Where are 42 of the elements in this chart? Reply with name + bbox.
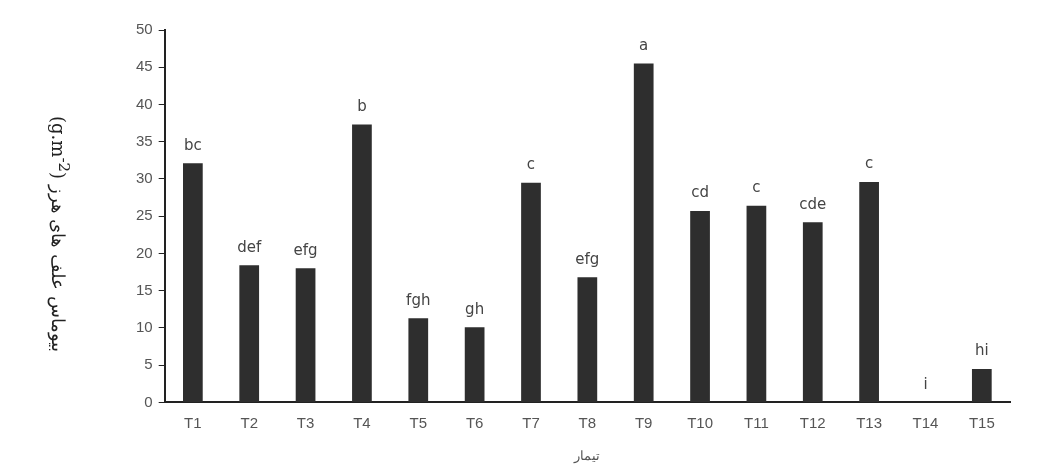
y-tick-label: 35 [136,131,153,149]
data-label: i [923,374,928,393]
data-label: cd [691,183,709,202]
y-tick-label: 40 [136,94,153,112]
data-label: c [526,155,536,174]
x-tick-label: T4 [353,413,371,431]
data-label: efg [575,249,600,268]
data-label: fgh [406,290,431,309]
x-tick-label: T14 [912,413,939,431]
y-tick-label: 50 [136,20,153,38]
data-label: hi [974,341,989,360]
y-tick-label: 45 [136,57,153,75]
y-tick-label: 5 [144,355,153,373]
x-tick-label: T5 [409,413,428,431]
data-label: efg [293,240,318,259]
y-tick-label: 25 [136,206,153,224]
y-tick-label: 20 [136,243,153,261]
x-tick-label: T15 [968,413,995,431]
data-label: b [357,96,367,115]
x-tick-label: T10 [687,413,713,431]
x-tick-label: T6 [465,413,484,431]
data-label: bc [183,135,202,154]
data-label: c [752,178,761,197]
x-tick-label: T12 [799,413,826,431]
x-tick-label: T13 [856,413,883,431]
x-tick-label: T11 [744,413,769,431]
y-tick-label: 30 [136,169,153,187]
x-tick-label: T7 [522,413,540,431]
y-tick-label: 10 [136,318,153,336]
x-tick-label: T3 [296,413,315,431]
data-label: c [864,154,874,173]
data-label: gh [465,299,485,318]
data-label: a [639,35,649,54]
data-label: cde [799,194,827,213]
x-tick-label: T1 [184,413,202,431]
x-tick-label: T8 [578,413,597,431]
y-tick-label: 0 [144,392,153,410]
data-label: def [237,237,262,256]
x-tick-label: T2 [240,413,258,431]
y-tick-label: 15 [136,280,153,298]
x-tick-label: T9 [634,413,653,431]
x-axis-title: تیمار [573,447,601,464]
